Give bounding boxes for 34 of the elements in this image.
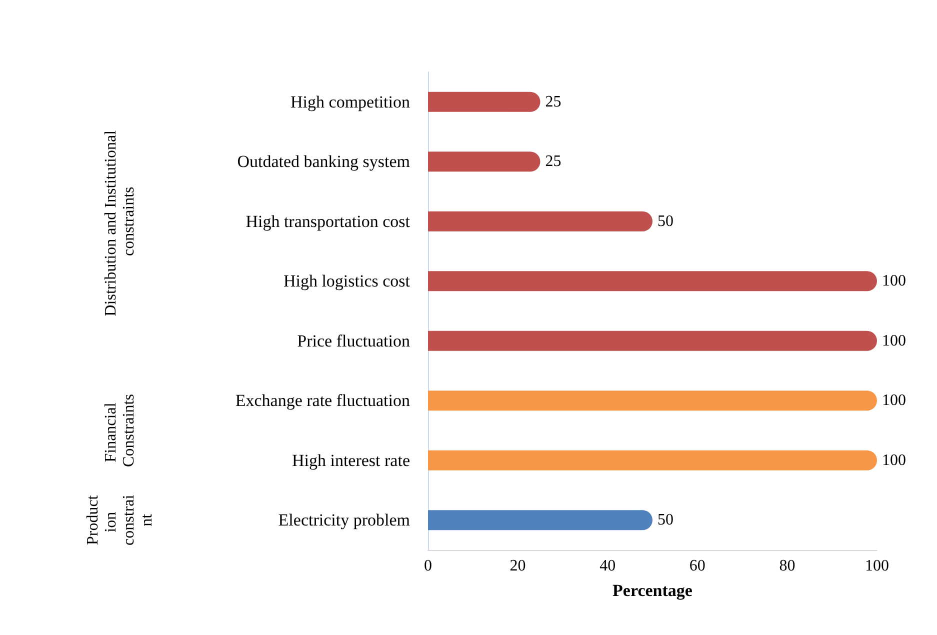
y-tick-label: High competition — [290, 92, 410, 112]
data-label: 100 — [882, 392, 906, 410]
data-label: 25 — [545, 153, 562, 170]
y-tick-label: Price fluctuation — [297, 331, 410, 350]
text: Distribution and Institutional constraints — [102, 126, 138, 316]
y-tick-label: High transportation cost — [246, 212, 410, 231]
x-tick-label: 80 — [779, 558, 796, 574]
data-label: 50 — [658, 512, 674, 529]
data-label: 50 — [658, 212, 674, 230]
x-tick-label: 100 — [865, 558, 889, 574]
y-tick-label: Electricity problem — [278, 510, 410, 530]
data-label: 100 — [882, 452, 906, 469]
data-label: 100 — [882, 272, 906, 290]
bar — [428, 510, 652, 530]
bar — [428, 152, 540, 172]
bar — [428, 271, 877, 292]
bar — [428, 330, 877, 351]
text: Production constraint — [84, 494, 156, 546]
bar — [428, 92, 540, 112]
text: Financial Constraints — [102, 394, 138, 467]
bar — [428, 211, 652, 232]
x-tick-label: 60 — [689, 558, 706, 574]
x-tick-label: 0 — [424, 558, 432, 574]
y-tick-label: High interest rate — [292, 450, 410, 470]
data-label: 25 — [545, 93, 562, 110]
y-tick-label: Exchange rate fluctuation — [235, 391, 410, 410]
data-label: 100 — [882, 332, 906, 350]
bar — [428, 450, 877, 470]
y-tick-label: Outdated banking system — [237, 152, 410, 172]
y-tick-label: High logistics cost — [283, 272, 410, 291]
x-axis-title: Percentage — [612, 581, 693, 600]
bar — [428, 390, 877, 411]
x-tick-label: 20 — [510, 558, 526, 574]
x-tick-label: 40 — [600, 558, 616, 574]
